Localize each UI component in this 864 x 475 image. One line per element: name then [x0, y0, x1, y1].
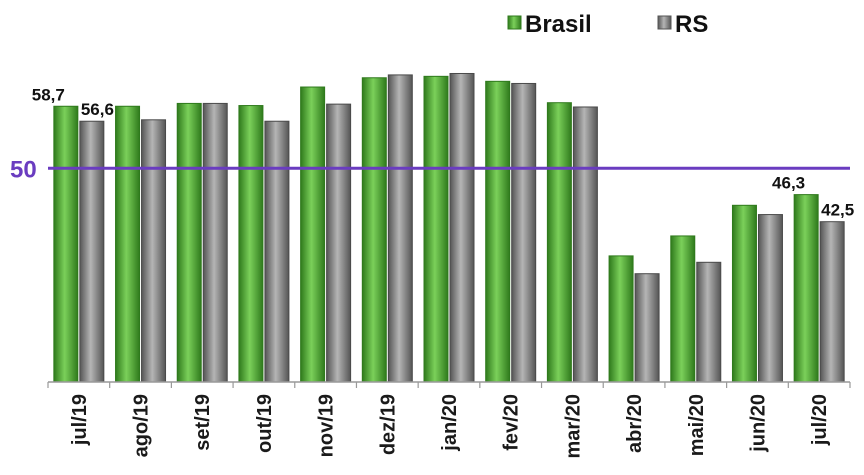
bar-rs-out-19: [264, 120, 290, 383]
bar-rs-abr-20: [634, 273, 660, 383]
bar-brasil-jul-19: [53, 105, 79, 383]
bar-rs-ago-19: [141, 119, 167, 383]
bar-rs-set-19: [202, 102, 228, 383]
x-tick-label: jul/20: [809, 394, 831, 446]
x-tick-label: mai/20: [686, 394, 708, 456]
bar-brasil-mai-20: [670, 235, 696, 383]
bars: [53, 72, 845, 383]
bar-brasil-jul-20: [793, 194, 819, 383]
data-label: 42,5: [821, 201, 854, 220]
x-tick-label: jan/20: [439, 394, 461, 452]
data-labels: 58,7 56,6 46,3 42,5: [32, 85, 854, 219]
bar-rs-mar-20: [572, 106, 598, 383]
data-label: 56,6: [81, 100, 114, 119]
bar-rs-jan-20: [449, 72, 475, 383]
bar-brasil-jun-20: [731, 204, 757, 383]
x-tick-label: dez/19: [377, 394, 399, 455]
x-tick-label: set/19: [192, 394, 214, 451]
bar-brasil-set-19: [176, 102, 202, 383]
x-axis: jul/19 ago/19 set/19 out/19 nov/19 dez/19 jan/…: [47, 381, 851, 459]
bar-brasil-jan-20: [423, 75, 449, 383]
bar-rs-jun-20: [757, 214, 783, 383]
x-tick-label: jun/20: [747, 394, 769, 453]
bar-brasil-dez-19: [361, 77, 387, 383]
x-tick-label: abr/20: [624, 394, 646, 453]
bar-brasil-abr-20: [608, 255, 634, 383]
bar-brasil-out-19: [238, 105, 264, 383]
bar-brasil-ago-19: [115, 105, 141, 383]
reference-line-group: 50: [10, 156, 850, 183]
legend: Brasil RS: [507, 11, 708, 38]
bar-brasil-mar-20: [546, 102, 572, 383]
x-tick-label: ago/19: [131, 394, 153, 457]
bar-rs-mai-20: [696, 261, 722, 383]
data-label: 58,7: [32, 85, 65, 104]
x-tick-label: jul/19: [69, 394, 91, 446]
bar-rs-nov-19: [326, 103, 352, 383]
legend-swatch-rs: [657, 15, 672, 30]
bar-rs-jul-20: [819, 221, 845, 383]
bar-brasil-nov-19: [300, 86, 326, 383]
x-tick-label: fev/20: [501, 394, 523, 451]
reference-line-label: 50: [10, 156, 37, 183]
x-tick-label: nov/19: [316, 394, 338, 457]
bar-rs-dez-19: [387, 74, 413, 383]
x-tick-label: mar/20: [562, 394, 584, 459]
bar-brasil-fev-20: [485, 80, 511, 383]
x-tick-label: out/19: [254, 394, 276, 453]
bar-rs-jul-19: [79, 120, 105, 383]
legend-swatch-brasil: [507, 15, 522, 30]
legend-label-brasil: Brasil: [525, 11, 592, 38]
data-label: 46,3: [772, 174, 805, 193]
legend-label-rs: RS: [675, 11, 708, 38]
bar-rs-fev-20: [511, 82, 537, 383]
